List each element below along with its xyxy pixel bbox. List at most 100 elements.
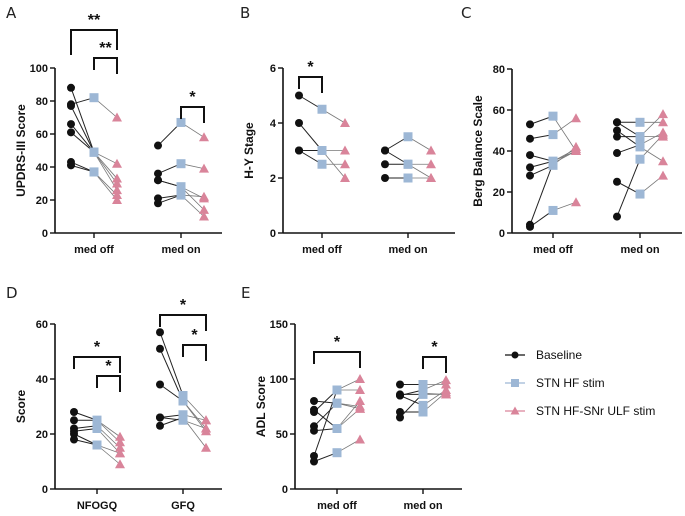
legend-item-triangle: STN HF-SNr ULF stim bbox=[505, 404, 655, 418]
significance-label: * bbox=[334, 334, 341, 351]
subject-line-hf-to-ulf bbox=[182, 400, 207, 432]
x-tick-label: med on bbox=[388, 244, 427, 256]
point-ulf bbox=[355, 396, 365, 405]
point-ulf bbox=[355, 434, 365, 444]
point-baseline bbox=[70, 430, 78, 438]
significance-label: * bbox=[307, 59, 314, 76]
y-axis-title: Berg Balance Scale bbox=[471, 95, 485, 207]
point-baseline bbox=[526, 222, 534, 231]
point-baseline bbox=[67, 101, 75, 110]
point-ulf bbox=[658, 156, 668, 166]
point-baseline bbox=[295, 119, 303, 127]
panel-letter: C bbox=[461, 4, 471, 22]
group-nfogq bbox=[70, 408, 125, 469]
point-baseline bbox=[156, 421, 164, 430]
point-stn-hf bbox=[332, 385, 342, 395]
point-stn-hf bbox=[332, 398, 342, 408]
point-ulf bbox=[115, 431, 125, 441]
subject-line-hf-to-ulf bbox=[552, 115, 577, 152]
y-tick-label: 0 bbox=[270, 228, 276, 240]
point-ulf bbox=[658, 117, 668, 127]
point-baseline bbox=[613, 212, 621, 221]
legend-item-square: STN HF stim bbox=[505, 376, 605, 390]
significance-label: * bbox=[189, 89, 196, 106]
significance-label: * bbox=[105, 358, 112, 375]
point-stn-hf bbox=[403, 173, 413, 183]
y-tick-label: 0 bbox=[42, 228, 48, 240]
x-tick-label: med on bbox=[403, 500, 442, 512]
y-axis-title: UPDRS-III Score bbox=[14, 104, 28, 197]
point-baseline bbox=[613, 149, 621, 158]
point-stn-hf bbox=[92, 415, 102, 425]
point-baseline bbox=[70, 435, 78, 444]
group-med-on bbox=[381, 132, 436, 183]
y-tick-label: 20 bbox=[36, 195, 48, 207]
point-baseline bbox=[70, 408, 78, 416]
group-med-on bbox=[154, 117, 209, 221]
point-ulf bbox=[426, 145, 436, 155]
point-baseline bbox=[156, 413, 164, 422]
point-stn-hf bbox=[403, 132, 413, 142]
point-baseline bbox=[295, 91, 303, 100]
subject-line-baseline-to-hf bbox=[70, 105, 95, 153]
legend-label: STN HF-SNr ULF stim bbox=[536, 404, 655, 418]
point-ulf bbox=[426, 159, 436, 169]
y-tick-label: 2 bbox=[270, 173, 276, 185]
point-baseline bbox=[310, 408, 318, 416]
x-tick-label: med off bbox=[317, 500, 357, 512]
point-stn-hf bbox=[178, 391, 188, 400]
point-baseline bbox=[310, 397, 318, 405]
point-stn-hf bbox=[635, 189, 645, 199]
y-tick-label: 50 bbox=[276, 429, 288, 441]
y-tick-label: 40 bbox=[493, 146, 505, 158]
point-ulf bbox=[201, 415, 211, 425]
point-ulf bbox=[355, 374, 365, 383]
point-ulf bbox=[201, 442, 211, 452]
point-ulf bbox=[340, 145, 350, 155]
panel-letter: E bbox=[241, 284, 250, 302]
y-tick-label: 40 bbox=[36, 162, 48, 174]
point-stn-hf bbox=[92, 440, 102, 450]
point-ulf bbox=[199, 191, 209, 201]
x-tick-label: med off bbox=[533, 244, 573, 256]
significance-label: ** bbox=[88, 12, 101, 29]
point-stn-hf bbox=[89, 93, 99, 103]
point-stn-hf bbox=[176, 117, 186, 127]
point-stn-hf bbox=[176, 190, 186, 200]
point-ulf bbox=[199, 163, 209, 173]
group-med-off bbox=[526, 111, 581, 231]
point-ulf bbox=[112, 185, 122, 195]
point-baseline bbox=[156, 380, 164, 389]
group-med-off bbox=[67, 83, 122, 204]
point-ulf bbox=[658, 170, 668, 180]
point-stn-hf bbox=[403, 159, 413, 169]
point-stn-hf bbox=[89, 167, 99, 177]
point-baseline bbox=[156, 344, 164, 353]
panel-letter: D bbox=[6, 284, 18, 302]
significance-bracket bbox=[96, 375, 121, 392]
point-stn-hf bbox=[548, 205, 558, 215]
point-baseline bbox=[154, 141, 162, 150]
point-ulf bbox=[658, 129, 668, 139]
subject-line-baseline-to-hf bbox=[616, 159, 641, 217]
point-ulf bbox=[340, 159, 350, 169]
y-tick-label: 20 bbox=[36, 429, 48, 441]
y-axis-title: H-Y Stage bbox=[242, 122, 256, 179]
point-baseline bbox=[154, 169, 162, 178]
point-baseline bbox=[396, 380, 404, 389]
y-tick-label: 100 bbox=[270, 374, 288, 386]
point-baseline bbox=[67, 128, 75, 137]
legend-item-circle: Baseline bbox=[505, 348, 582, 362]
point-stn-hf bbox=[317, 104, 327, 114]
y-tick-label: 6 bbox=[270, 63, 276, 75]
point-baseline bbox=[396, 413, 404, 422]
point-stn-hf bbox=[176, 159, 186, 169]
point-baseline bbox=[613, 132, 621, 141]
point-ulf bbox=[571, 113, 581, 123]
point-stn-hf bbox=[317, 159, 327, 169]
significance-bracket bbox=[93, 57, 118, 74]
group-med-on bbox=[396, 375, 451, 422]
y-tick-label: 0 bbox=[499, 228, 505, 240]
